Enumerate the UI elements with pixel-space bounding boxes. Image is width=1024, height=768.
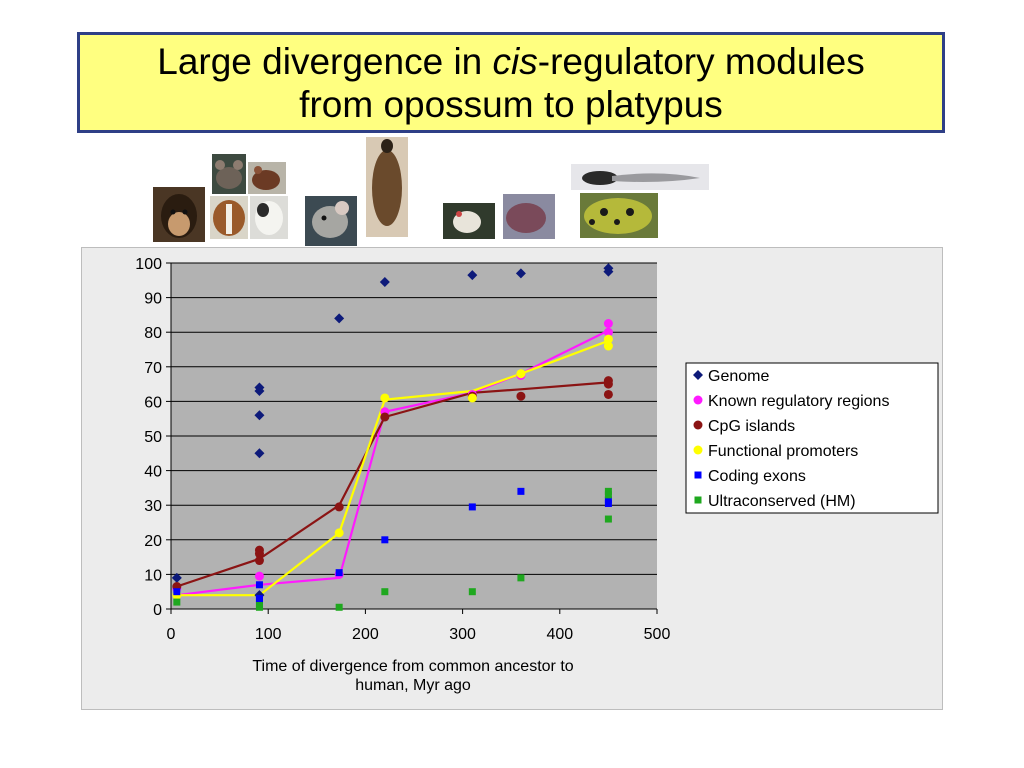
legend-label-coding-exons: Coding exons — [708, 468, 806, 485]
x-tick-label: 300 — [449, 626, 476, 643]
x-tick-label: 0 — [167, 626, 176, 643]
data-point-cpg-islands — [603, 379, 613, 389]
y-tick-label: 30 — [144, 498, 162, 515]
data-point-coding-exons — [468, 503, 476, 511]
data-point-genome — [515, 268, 526, 279]
data-point-genome — [254, 410, 265, 421]
y-tick-label: 0 — [153, 602, 162, 619]
dog-photo — [210, 196, 248, 239]
title-line-1: Large divergence in cis-regulatory modul… — [157, 40, 865, 83]
data-point-genome — [603, 266, 614, 277]
data-point-genome — [467, 270, 478, 281]
lizard-photo — [503, 194, 555, 239]
title-text-italic: cis — [492, 40, 538, 82]
legend-label-ultraconserved-hm: Ultraconserved (HM) — [708, 493, 856, 510]
data-point-ultraconserved-hm — [517, 574, 525, 582]
title-line-2: from opossum to platypus — [299, 83, 723, 125]
data-point-cpg-islands — [334, 502, 344, 512]
data-point-genome — [334, 313, 345, 324]
data-point-coding-exons — [173, 588, 181, 596]
legend-box — [685, 362, 939, 514]
data-point-genome — [171, 572, 182, 583]
rat-photo — [248, 162, 286, 194]
data-point-known-regulatory-regions — [603, 319, 613, 329]
data-point-ultraconserved-hm — [381, 588, 389, 596]
data-point-ultraconserved-hm — [604, 515, 612, 523]
data-point-coding-exons — [517, 487, 525, 495]
data-point-known-regulatory-regions — [254, 571, 264, 581]
y-tick-label: 80 — [144, 325, 162, 342]
y-tick-label: 70 — [144, 360, 162, 377]
x-tick-label: 200 — [352, 626, 379, 643]
y-tick-label: 90 — [144, 291, 162, 308]
data-point-ultraconserved-hm — [604, 491, 612, 499]
x-axis-label: human, Myr ago — [355, 677, 471, 694]
data-point-genome — [254, 386, 265, 397]
title-text-post: -regulatory modules — [537, 40, 865, 82]
data-point-coding-exons — [255, 596, 263, 604]
legend-label-known-regulatory-regions: Known regulatory regions — [708, 393, 889, 410]
y-tick-label: 20 — [144, 533, 162, 550]
data-point-cpg-islands — [516, 391, 526, 401]
data-point-genome — [254, 448, 265, 459]
data-point-ultraconserved-hm — [255, 603, 263, 611]
data-point-functional-promoters — [603, 334, 613, 344]
legend-marker-known-regulatory-regions — [693, 395, 703, 405]
legend-marker-genome — [693, 370, 703, 380]
mouse-photo — [212, 154, 246, 194]
y-tick-label: 50 — [144, 429, 162, 446]
legend-marker-cpg-islands — [693, 420, 703, 430]
y-tick-label: 40 — [144, 464, 162, 481]
legend-marker-ultraconserved-hm — [694, 496, 702, 504]
legend-label-genome: Genome — [708, 368, 769, 385]
cow-photo — [250, 196, 288, 239]
chicken-photo — [443, 203, 495, 239]
data-point-functional-promoters — [380, 393, 390, 403]
title-text-pre: Large divergence in — [157, 40, 493, 82]
data-point-genome — [379, 277, 390, 288]
data-point-known-regulatory-regions — [603, 327, 613, 337]
legend-marker-functional-promoters — [693, 445, 703, 455]
zebrafish-photo — [571, 164, 709, 190]
data-point-functional-promoters — [334, 528, 344, 538]
platypus-photo — [366, 137, 408, 237]
data-point-functional-promoters — [467, 393, 477, 403]
y-tick-label: 10 — [144, 567, 162, 584]
data-point-cpg-islands — [254, 549, 264, 559]
species-photo-strip — [0, 0, 1024, 250]
chart-container: 0 10 20 30 40 50 60 70 80 90 100 0 100 200 300 400 500 Ti… — [81, 247, 943, 710]
data-point-coding-exons — [335, 569, 343, 577]
y-tick-label: 60 — [144, 394, 162, 411]
data-point-ultraconserved-hm — [335, 603, 343, 611]
slide-title: Large divergence in cis-regulatory modul… — [77, 32, 945, 133]
frog-photo — [580, 193, 658, 238]
data-point-cpg-islands — [380, 412, 390, 422]
legend-label-cpg-islands: CpG islands — [708, 418, 795, 435]
legend-marker-coding-exons — [694, 471, 702, 479]
x-tick-label: 100 — [255, 626, 282, 643]
legend-label-functional-promoters: Functional promoters — [708, 443, 858, 460]
divergence-chart: 0 10 20 30 40 50 60 70 80 90 100 0 100 200 300 400 500 Ti… — [135, 256, 939, 694]
data-point-functional-promoters — [603, 341, 613, 351]
data-point-ultraconserved-hm — [468, 588, 476, 596]
data-point-cpg-islands — [603, 389, 613, 399]
x-tick-label: 500 — [644, 626, 671, 643]
data-point-functional-promoters — [516, 369, 526, 379]
y-tick-label: 100 — [135, 256, 162, 273]
species-photos — [153, 137, 709, 246]
x-axis-label: Time of divergence from common ancestor … — [252, 658, 573, 675]
data-point-coding-exons — [604, 499, 612, 507]
x-tick-label: 400 — [546, 626, 573, 643]
data-point-coding-exons — [381, 536, 389, 544]
data-point-cpg-islands — [254, 556, 264, 566]
data-point-ultraconserved-hm — [173, 598, 181, 606]
opossum-photo — [305, 196, 357, 246]
chimpanzee-photo — [153, 187, 205, 242]
data-point-coding-exons — [255, 581, 263, 589]
